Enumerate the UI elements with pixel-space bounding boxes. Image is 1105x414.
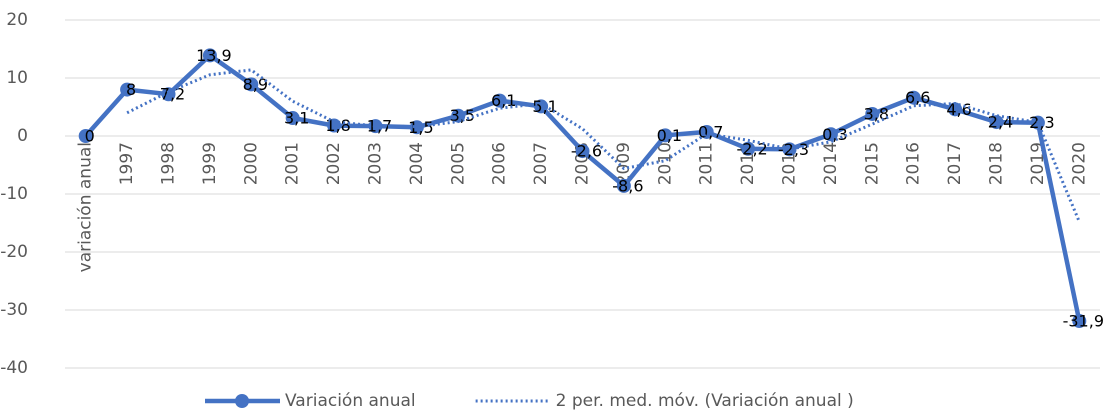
data-label: 6,1: [491, 91, 516, 110]
data-label: 13,9: [196, 46, 232, 65]
data-point: [327, 118, 342, 133]
x-tick-label: 1997: [117, 142, 137, 185]
x-tick-label: 1998: [159, 142, 179, 185]
data-label: -31,9: [1063, 312, 1104, 331]
data-label: -2,6: [571, 142, 602, 161]
data-point: [285, 111, 300, 126]
data-label: -8,6: [612, 176, 643, 195]
legend-marker: [235, 394, 249, 408]
x-tick-label: 2000: [241, 142, 261, 185]
data-point: [906, 90, 921, 105]
data-label: 2,4: [988, 113, 1013, 132]
x-tick-label: 2017: [945, 142, 965, 185]
x-tick-label: 2014: [821, 142, 841, 185]
data-point: [409, 120, 424, 135]
x-tick-label: 1999: [200, 142, 220, 185]
y-tick-label: -40: [0, 358, 28, 378]
data-point: [575, 144, 590, 159]
data-point: [534, 99, 549, 114]
data-point: [782, 142, 797, 157]
x-tick-label: variación anual: [76, 142, 96, 272]
data-label: 0,3: [822, 125, 847, 144]
y-tick-label: -30: [0, 300, 28, 320]
data-label: -2,2: [736, 139, 767, 158]
series-line: [126, 68, 1081, 223]
data-label: 3,1: [284, 109, 309, 128]
x-tick-label: 2004: [407, 142, 427, 185]
y-tick-label: 0: [17, 126, 28, 146]
y-tick-label: -10: [0, 184, 28, 204]
data-label: 0,7: [698, 122, 723, 141]
data-label: 1,5: [408, 118, 433, 137]
x-tick-label: 2011: [697, 142, 717, 185]
data-label: 0,1: [657, 126, 682, 145]
data-point: [989, 115, 1004, 130]
y-tick-label: -20: [0, 242, 28, 262]
x-tick-label: 2005: [448, 142, 468, 185]
data-label: 3,5: [450, 106, 475, 125]
y-tick-label: 20: [6, 10, 28, 30]
data-label: 4,6: [946, 100, 971, 119]
data-point: [616, 178, 631, 193]
x-tick-label: 2001: [283, 142, 303, 185]
x-tick-label: 2016: [904, 142, 924, 185]
x-tick-label: 2006: [490, 142, 510, 185]
x-tick-label: 2002: [324, 142, 344, 185]
data-point: [202, 48, 217, 63]
data-label: 8: [126, 80, 136, 99]
data-point: [244, 77, 259, 92]
x-tick-label: 2007: [531, 142, 551, 185]
data-label: 0: [85, 127, 95, 146]
x-tick-label: 2009: [614, 142, 634, 185]
x-tick-label: 2020: [1069, 142, 1089, 185]
x-tick-label: 2018: [987, 142, 1007, 185]
data-point: [368, 119, 383, 134]
data-point: [492, 93, 507, 108]
data-label: 1,8: [325, 116, 350, 135]
x-tick-label: 2003: [366, 142, 386, 185]
data-label: 8,9: [243, 75, 268, 94]
data-point: [120, 82, 135, 97]
x-tick-label: 2010: [655, 142, 675, 185]
legend-label: 2 per. med. móv. (Variación anual ): [556, 391, 854, 411]
data-point: [699, 124, 714, 139]
data-label: 7,2: [160, 85, 185, 104]
data-point: [865, 106, 880, 121]
x-tick-label: 2015: [862, 142, 882, 185]
data-point: [78, 129, 93, 143]
data-label: 6,6: [905, 88, 930, 107]
data-point: [451, 108, 466, 123]
y-tick-label: 10: [6, 68, 28, 88]
data-point: [741, 141, 756, 156]
data-label: 3,8: [864, 104, 889, 123]
data-point: [823, 127, 838, 142]
legend-label: Variación anual: [285, 391, 416, 411]
data-label: 2,3: [1029, 113, 1054, 132]
data-point: [658, 128, 673, 143]
data-point: [1072, 314, 1087, 329]
